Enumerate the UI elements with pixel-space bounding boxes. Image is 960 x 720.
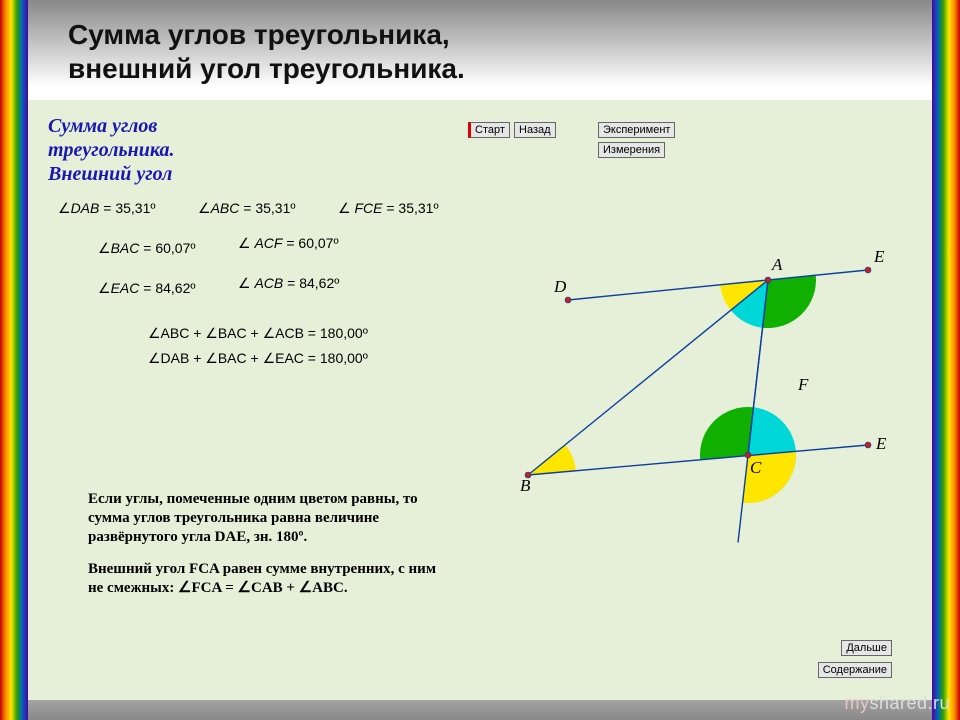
- slide-title: Сумма углов треугольника, внешний угол т…: [68, 18, 465, 85]
- applet-panel: Сумма углов треугольника. Внешний угол С…: [28, 100, 932, 700]
- svg-text:E: E: [873, 247, 885, 266]
- svg-text:E: E: [875, 434, 887, 453]
- rainbow-border-right: [932, 0, 960, 720]
- svg-text:D: D: [553, 277, 567, 296]
- rainbow-border-left: [0, 0, 28, 720]
- watermark: myshared.ru: [844, 693, 950, 714]
- slide-surface: Сумма углов треугольника, внешний угол т…: [28, 0, 932, 720]
- svg-text:F: F: [797, 375, 809, 394]
- svg-text:A: A: [771, 255, 783, 274]
- svg-text:B: B: [520, 476, 531, 495]
- geometry-diagram: D A E B C E F: [28, 100, 932, 700]
- svg-text:C: C: [750, 458, 762, 477]
